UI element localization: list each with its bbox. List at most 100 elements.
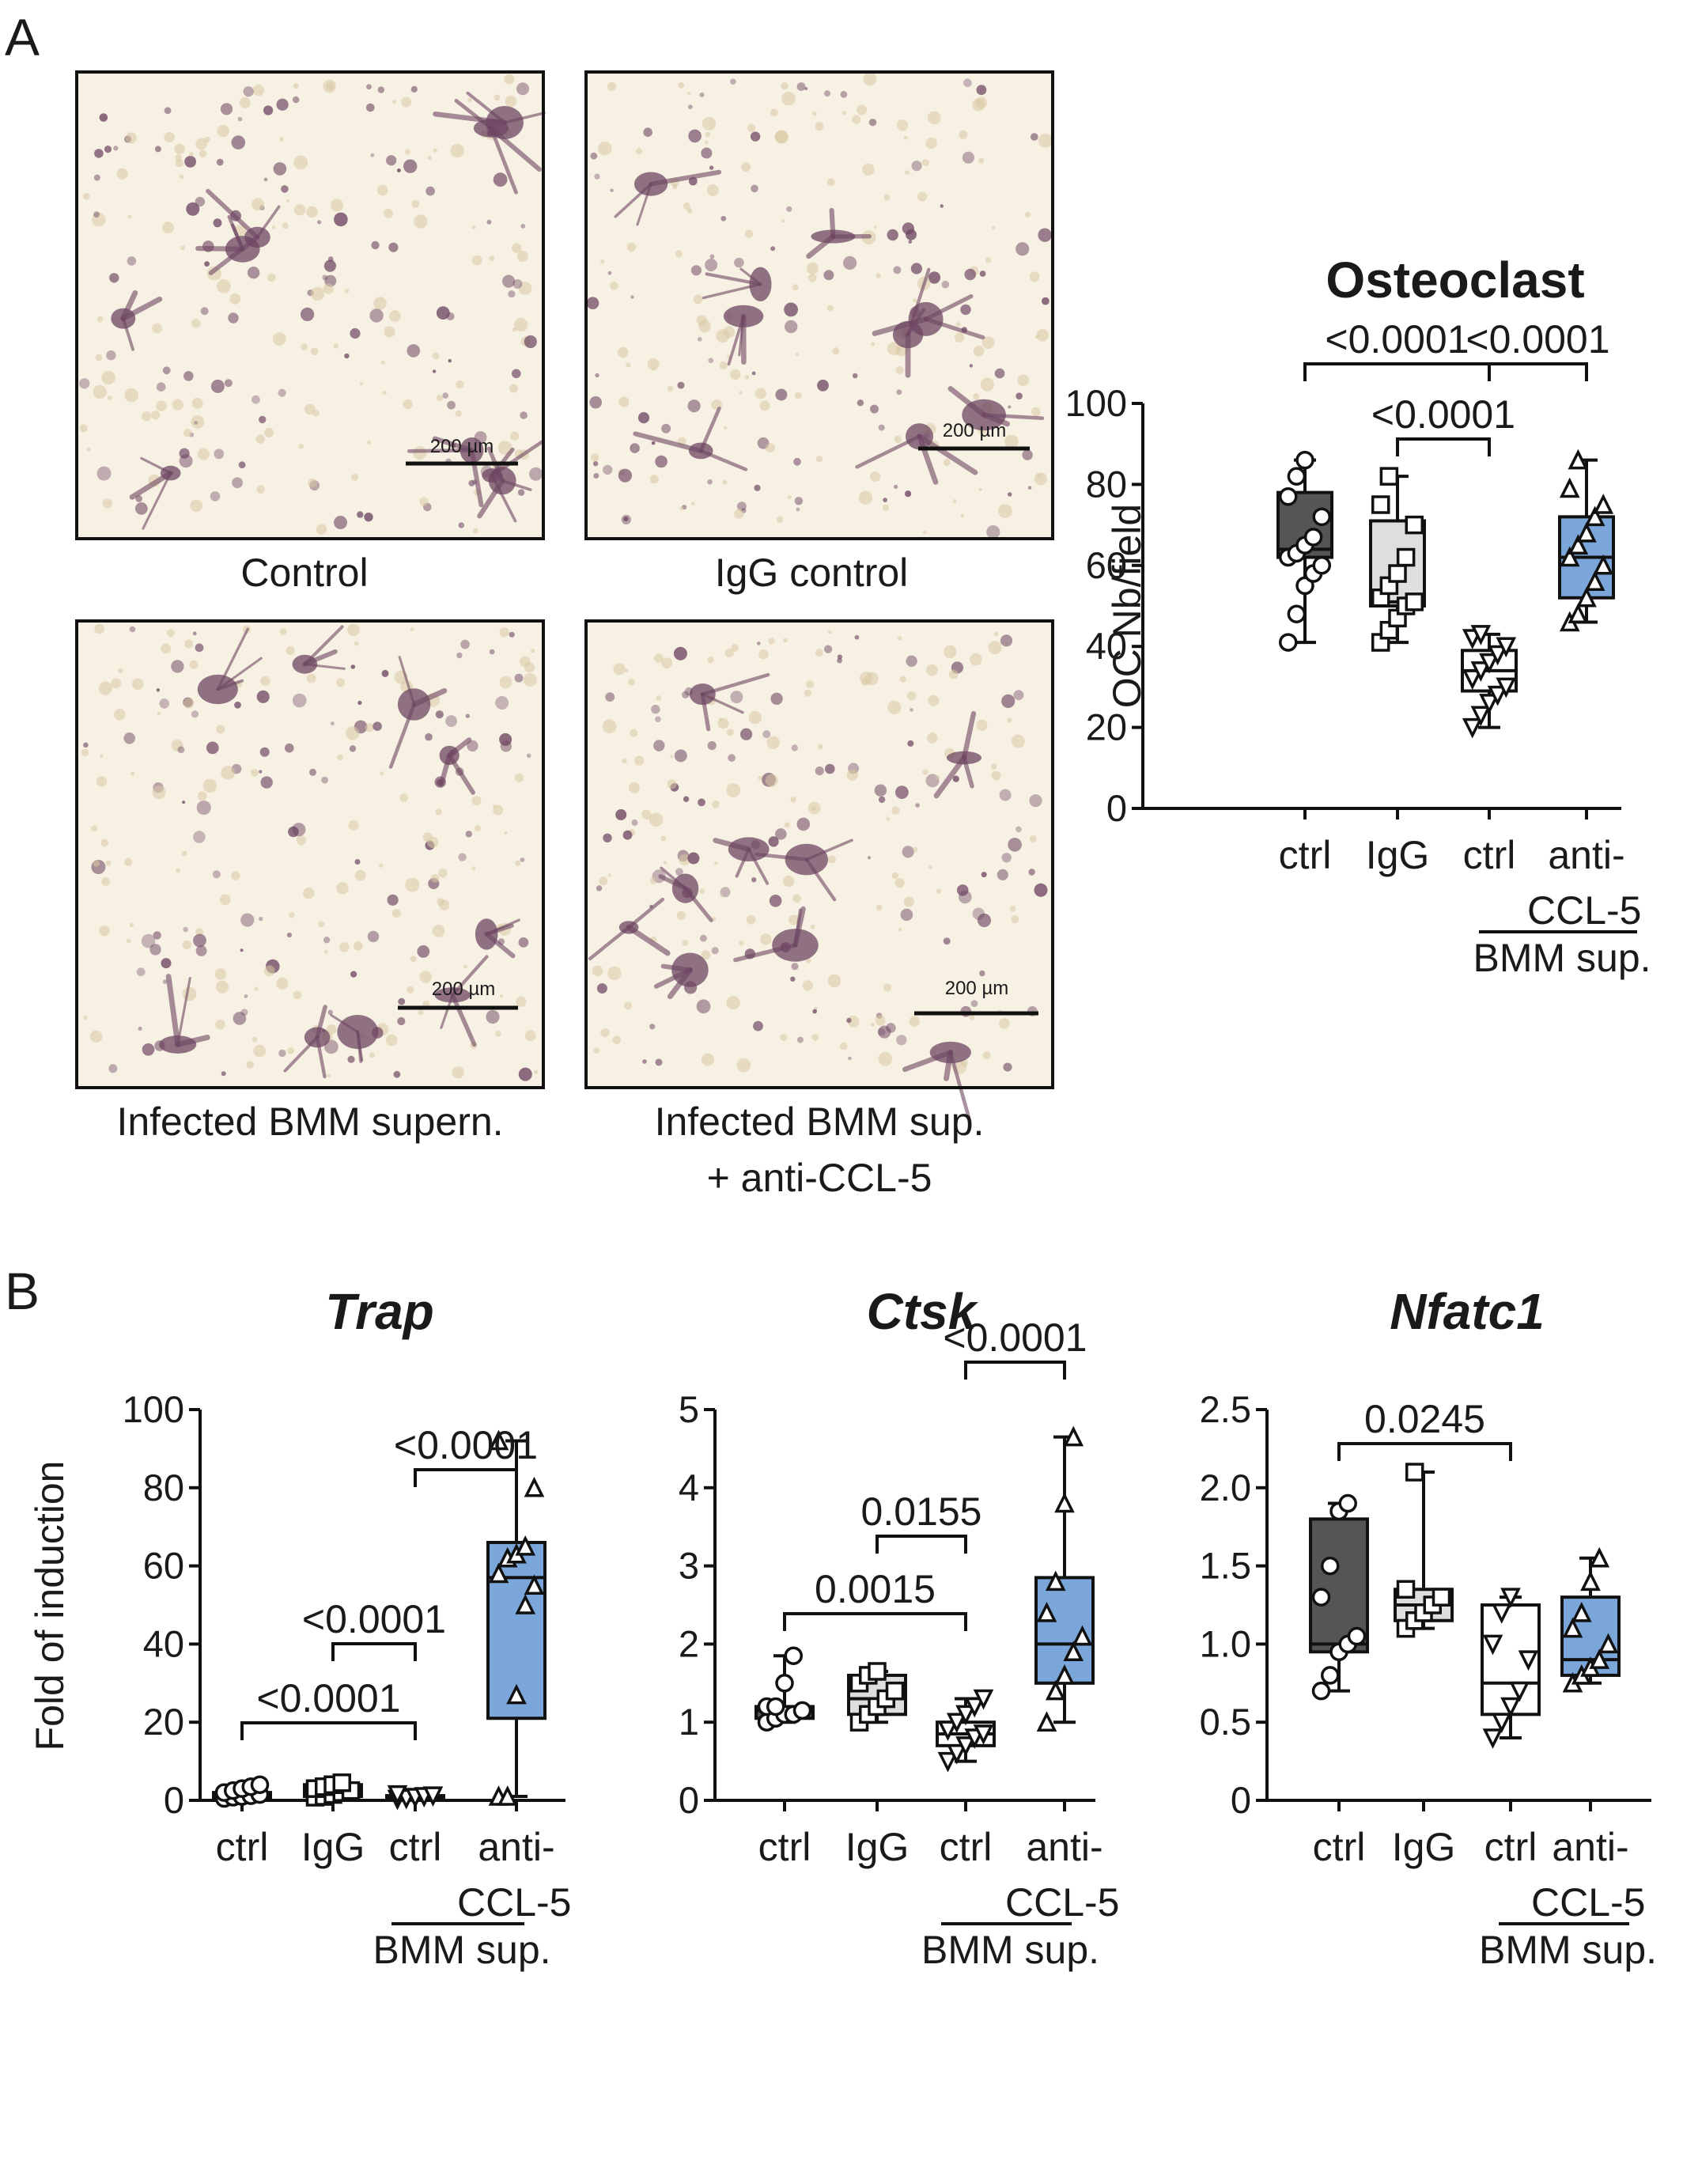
- data-point: [1509, 1681, 1530, 1702]
- significance-bracket: <0.0001: [394, 1423, 538, 1487]
- data-point: [524, 1476, 545, 1497]
- micrograph-caption: IgG control: [715, 551, 909, 595]
- nfatc1-boxplot: Nfatc1 0 0.5 1.0 1.5 2.0 2.5 ctrl IgG ctrl anti- CC…: [1200, 1283, 1657, 1972]
- bracket-line: [240, 1721, 417, 1740]
- micrograph-caption-line-2: + anti-CCL-5: [707, 1156, 932, 1200]
- data-point: [1462, 717, 1483, 739]
- y-tick-label: 60: [143, 1545, 184, 1587]
- data-point: [1287, 604, 1307, 623]
- y-tick-label: 0: [164, 1779, 184, 1821]
- x-category-label: CCL-5: [1531, 1880, 1645, 1925]
- data-point: [1347, 1626, 1367, 1646]
- bracket-line: [1396, 437, 1491, 456]
- p-value-label: <0.0001: [1466, 317, 1609, 361]
- data-point: [1312, 556, 1331, 575]
- data-point: [1491, 1713, 1512, 1734]
- chart-title: Nfatc1: [1390, 1283, 1545, 1340]
- data-point: [250, 1775, 270, 1794]
- bracket-line: [1488, 362, 1588, 381]
- data-point: [973, 1724, 994, 1745]
- bracket-line: [783, 1612, 967, 1631]
- data-point: [937, 1720, 959, 1741]
- x-category-label: ctrl: [389, 1825, 442, 1869]
- data-point: [1379, 467, 1399, 486]
- data-point: [1576, 586, 1597, 608]
- y-tick-label: 100: [123, 1388, 184, 1430]
- box-series-1: [303, 1773, 363, 1807]
- x-category-label: ctrl: [758, 1825, 811, 1869]
- data-point: [1487, 685, 1508, 706]
- chart-title: Ctsk: [867, 1283, 979, 1340]
- data-point: [937, 1751, 959, 1773]
- significance-bracket: 0.0245: [1337, 1397, 1512, 1461]
- data-point: [1287, 467, 1307, 486]
- y-tick-label: 1: [679, 1701, 699, 1743]
- scale-bar-label: 200 µm: [945, 978, 1009, 999]
- data-point: [1568, 534, 1589, 555]
- data-point: [973, 1689, 994, 1710]
- data-point: [1571, 1601, 1592, 1622]
- data-point: [1295, 450, 1314, 470]
- data-point: [1589, 1648, 1610, 1669]
- box-series-1: [847, 1662, 907, 1732]
- data-point: [1482, 1728, 1503, 1749]
- significance-bracket: 0.0155: [861, 1489, 981, 1554]
- data-point: [332, 1773, 351, 1792]
- box-series-0: [1276, 450, 1333, 652]
- box-series-3: [1558, 449, 1615, 632]
- data-point: [497, 1785, 518, 1806]
- box-series-3: [486, 1429, 547, 1806]
- data-point: [946, 1713, 967, 1734]
- scale-bar-label: 200 µm: [943, 420, 1007, 441]
- y-tick-label: 0.5: [1200, 1701, 1251, 1743]
- data-point: [885, 1681, 905, 1701]
- data-point: [524, 1574, 545, 1595]
- data-point: [1311, 1681, 1331, 1701]
- y-tick-label: 0: [1231, 1779, 1251, 1821]
- data-point: [515, 1535, 536, 1556]
- bracket-line: [1337, 1442, 1512, 1461]
- box-series-1: [1394, 1463, 1454, 1638]
- bracket-line: [331, 1642, 417, 1661]
- y-tick-label: 2.0: [1200, 1467, 1251, 1508]
- data-point: [1431, 1588, 1451, 1607]
- data-point: [1593, 494, 1614, 514]
- micrograph-infected-bmm-supern: 200 µm Infected BMM supern.: [75, 619, 545, 1144]
- data-point: [1321, 1666, 1340, 1685]
- significance-bracket: <0.0001: [1466, 317, 1610, 381]
- p-value-label: <0.0001: [394, 1423, 538, 1467]
- data-point: [1405, 515, 1424, 535]
- p-value-label: <0.0001: [1371, 392, 1515, 437]
- data-point: [955, 1736, 976, 1757]
- x-category-label: ctrl: [1463, 833, 1516, 877]
- data-point: [1462, 669, 1483, 691]
- panel-b-letter: B: [5, 1262, 40, 1320]
- data-point: [955, 1705, 976, 1726]
- box-series-3: [1034, 1425, 1095, 1732]
- trap-boxplot: Trap 0 20 40 60 80 100 Fold of induction ctrl IgG…: [28, 1283, 571, 1972]
- group-label: BMM sup.: [1473, 936, 1651, 980]
- data-point: [387, 1785, 408, 1806]
- box-series-2: [936, 1689, 996, 1773]
- data-point: [964, 1697, 985, 1718]
- data-point: [946, 1743, 967, 1765]
- data-point: [1568, 449, 1589, 470]
- y-axis-title: Fold of induction: [28, 1461, 72, 1751]
- p-value-label: 0.0245: [1364, 1397, 1485, 1441]
- significance-bracket: <0.0001: [302, 1597, 446, 1661]
- bracket-line: [876, 1535, 967, 1554]
- data-point: [1036, 1601, 1057, 1622]
- y-tick-label: 4: [679, 1467, 699, 1508]
- data-point: [1487, 645, 1508, 666]
- x-category-label: ctrl: [1279, 833, 1332, 877]
- box-series-3: [1560, 1546, 1621, 1693]
- data-point: [1584, 570, 1605, 592]
- y-tick-label: 80: [143, 1467, 184, 1508]
- osteoclast-boxplot: Osteoclast 0 20 40 60 80 100 OC Nb/field ctrl IgG…: [1065, 252, 1651, 980]
- micrograph-caption: Infected BMM supern.: [116, 1100, 503, 1144]
- data-point: [1500, 1697, 1521, 1718]
- data-point: [1491, 1603, 1512, 1624]
- data-point: [1496, 677, 1517, 698]
- x-category-label: anti-: [1552, 1825, 1628, 1869]
- data-point: [1311, 1588, 1331, 1607]
